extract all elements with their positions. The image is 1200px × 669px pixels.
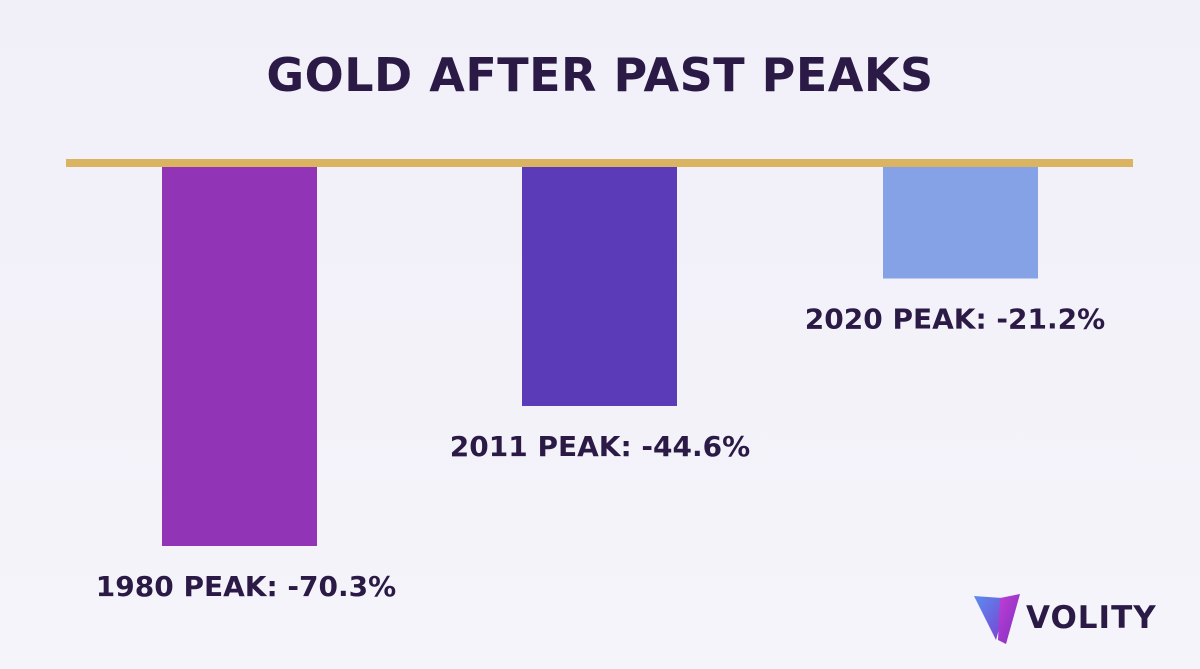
bar-2011-peak	[522, 163, 677, 406]
labels-layer: 1980 PEAK: -70.3% 2011 PEAK: -44.6% 2020 P…	[96, 302, 1105, 603]
data-label-2020-peak: 2020 PEAK: -21.2%	[805, 302, 1105, 335]
data-label-1980-peak: 1980 PEAK: -70.3%	[96, 570, 396, 603]
chart-title: GOLD AFTER PAST PEAKS	[266, 48, 934, 102]
brand-name: VOLITY	[1026, 600, 1157, 636]
volity-logo: VOLITY	[972, 588, 1172, 648]
volity-logo-icon	[974, 594, 1020, 644]
data-label-2011-peak: 2011 PEAK: -44.6%	[450, 430, 750, 463]
bar-1980-peak	[162, 163, 317, 546]
bar-2020-peak	[883, 163, 1038, 279]
bars-layer	[162, 163, 1038, 546]
